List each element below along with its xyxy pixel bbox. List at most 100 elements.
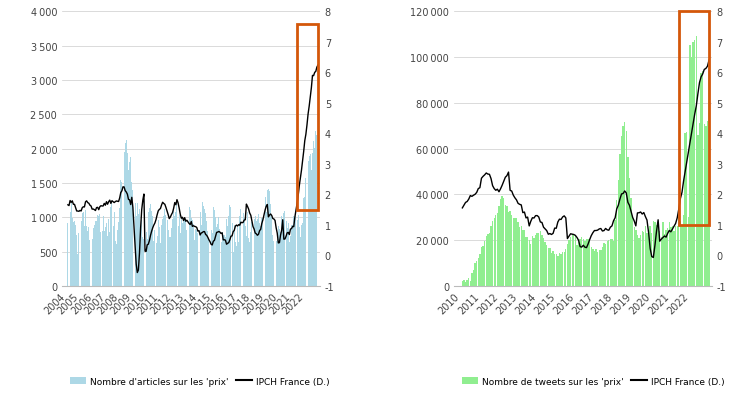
Bar <box>177 226 179 286</box>
Bar <box>519 227 520 286</box>
Bar <box>140 236 141 286</box>
Bar <box>678 218 680 286</box>
Bar <box>305 179 307 286</box>
Bar <box>281 216 282 286</box>
Bar <box>613 241 614 286</box>
Bar <box>112 226 114 286</box>
Bar <box>276 242 277 286</box>
Bar <box>166 220 167 286</box>
Bar <box>693 43 694 286</box>
Bar <box>225 238 226 286</box>
Bar <box>265 198 266 286</box>
Bar <box>642 232 643 286</box>
Bar <box>222 232 223 286</box>
Bar <box>278 227 279 286</box>
Bar <box>149 208 150 286</box>
Bar <box>543 238 544 286</box>
Bar <box>207 232 208 286</box>
Bar <box>270 204 271 286</box>
Bar <box>662 222 664 286</box>
Bar <box>80 222 82 286</box>
Bar <box>220 243 221 286</box>
Bar <box>141 221 142 286</box>
Bar <box>316 135 318 286</box>
Bar <box>474 263 476 286</box>
Bar <box>691 58 692 286</box>
Bar <box>526 237 527 286</box>
Bar <box>592 249 593 286</box>
Bar <box>199 212 201 286</box>
Bar <box>303 199 304 286</box>
Legend: Nombre d'articles sur les 'prix', IPCH France (D.): Nombre d'articles sur les 'prix', IPCH F… <box>66 373 333 389</box>
Bar <box>670 227 672 286</box>
Bar <box>551 254 552 286</box>
Bar <box>293 216 294 286</box>
Bar <box>78 233 80 286</box>
Bar <box>675 227 676 286</box>
Bar <box>134 204 136 286</box>
Bar <box>121 182 123 286</box>
Bar <box>659 231 661 286</box>
Bar <box>148 212 149 286</box>
Bar <box>193 224 194 286</box>
Bar <box>143 240 145 286</box>
Bar <box>130 157 131 286</box>
Bar <box>253 219 255 286</box>
Bar <box>661 237 662 286</box>
Bar <box>108 219 109 286</box>
Bar <box>508 212 510 286</box>
Bar <box>535 236 537 286</box>
Bar <box>615 221 616 286</box>
Bar <box>600 250 602 286</box>
Bar <box>191 218 192 286</box>
Bar <box>279 229 280 286</box>
Bar <box>77 254 78 286</box>
Bar <box>468 279 469 286</box>
Bar <box>705 127 707 286</box>
Bar <box>214 211 215 286</box>
Bar <box>186 230 188 286</box>
Bar <box>485 237 487 286</box>
Bar <box>72 219 73 286</box>
Bar <box>309 157 310 286</box>
Bar <box>496 213 498 286</box>
Bar <box>181 219 182 286</box>
Bar <box>643 232 645 286</box>
Bar <box>174 217 175 286</box>
Bar <box>624 122 626 286</box>
Bar <box>518 222 519 286</box>
Bar <box>314 148 315 286</box>
Bar <box>290 237 291 286</box>
Bar <box>110 208 112 286</box>
Bar <box>261 218 262 286</box>
Bar <box>680 12 709 225</box>
Bar <box>233 253 234 286</box>
Bar <box>296 221 298 286</box>
Bar <box>307 162 309 286</box>
Bar <box>632 218 634 286</box>
Bar <box>67 223 69 286</box>
Bar <box>575 237 576 286</box>
Bar <box>224 235 225 286</box>
Bar <box>231 223 233 286</box>
Bar <box>495 216 496 286</box>
Bar <box>139 209 140 286</box>
Bar <box>164 210 165 286</box>
Bar <box>71 204 72 286</box>
Bar <box>258 215 259 286</box>
Bar <box>572 235 573 286</box>
Bar <box>194 240 195 286</box>
Bar <box>648 236 649 286</box>
Bar <box>299 227 300 286</box>
Bar <box>103 216 104 286</box>
Bar <box>483 246 484 286</box>
Bar <box>602 247 603 286</box>
Bar <box>138 215 139 286</box>
Bar <box>251 222 253 286</box>
Bar <box>260 227 261 286</box>
Bar <box>637 236 638 286</box>
Bar <box>255 221 257 286</box>
Bar <box>537 234 538 286</box>
Bar <box>656 225 657 286</box>
Bar <box>688 218 689 286</box>
